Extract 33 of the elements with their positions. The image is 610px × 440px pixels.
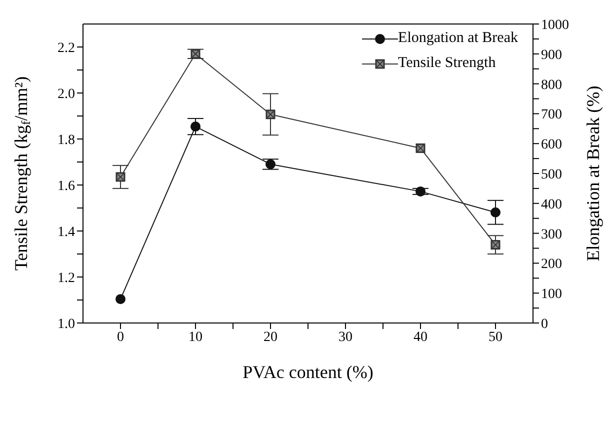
x-tick-label: 0 (117, 330, 124, 345)
legend-label: Elongation at Break (398, 30, 518, 47)
point (266, 159, 276, 170)
y2-tick-label: 800 (541, 78, 562, 93)
y-tick-label: 1.6 (58, 178, 75, 194)
y2-tick-label: 0 (541, 316, 548, 332)
legend-label: Tensile Strength (398, 55, 496, 72)
y-tick-label: 1.4 (58, 224, 75, 240)
y-tick-label: 2.2 (58, 40, 75, 56)
y2-axis-title: Elongation at Break (%) (583, 86, 603, 262)
x-tick-label: 30 (338, 330, 352, 345)
y2-tick-label: 300 (541, 227, 562, 242)
x-tick-label: 20 (264, 330, 278, 345)
y2-tick-label: 1000 (541, 18, 569, 33)
x-tick-label: 40 (414, 330, 428, 345)
x-axis-title: PVAc content (%) (242, 362, 374, 382)
y2-tick-label: 400 (541, 197, 562, 212)
point (490, 207, 500, 218)
y2-tick-label: 100 (541, 287, 562, 302)
point (190, 122, 200, 132)
point (116, 294, 126, 304)
point (416, 186, 426, 196)
y2-tick-label: 500 (541, 167, 562, 182)
x-tick-label: 50 (488, 330, 502, 345)
y2-tick-label: 600 (541, 138, 562, 153)
y-tick-label: 2.0 (58, 86, 75, 102)
y-tick-label: 1.8 (58, 132, 75, 148)
y-tick-label: 1.2 (58, 270, 75, 286)
x-tick-label: 10 (188, 330, 202, 345)
y-tick-label: 1.0 (58, 316, 75, 332)
y2-tick-label: 200 (541, 257, 562, 272)
y2-tick-label: 700 (541, 108, 562, 123)
y2-tick-label: 900 (541, 48, 562, 63)
